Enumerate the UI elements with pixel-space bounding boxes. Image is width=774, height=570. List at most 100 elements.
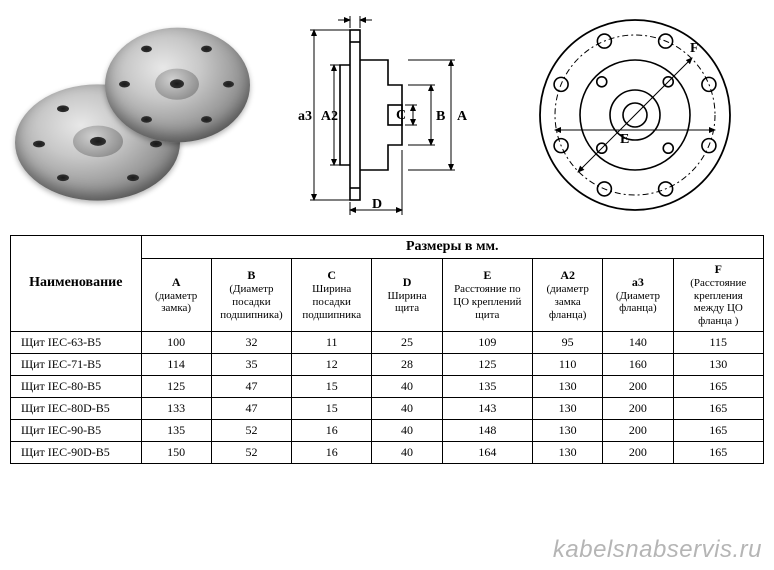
table-cell: 130 [533,397,603,419]
photo-bore [90,137,106,146]
table-cell: 16 [292,441,372,463]
table-cell: 200 [603,375,673,397]
table-cell: 165 [673,397,763,419]
photo-bolt-hole [150,141,162,148]
table-cell: 200 [603,419,673,441]
table-col-header: A(диаметр замка) [141,259,211,332]
dim-label-F: F [690,41,699,56]
table-cell: 165 [673,375,763,397]
table-cell: 25 [372,331,442,353]
table-cell-name: Щит IEC-80-B5 [11,375,142,397]
table-row: Щит IEC-63-B510032112510995140115 [11,331,764,353]
table-cell: 125 [442,353,532,375]
table-cell: 200 [603,397,673,419]
dim-label-D: D [372,197,382,212]
dim-label-A: A [457,109,468,124]
photo-bolt-hole [33,141,45,148]
table-col-subtitle: (Расстояние крепления между ЦО фланца ) [678,277,759,328]
diagram-front-view: E F [520,10,750,220]
table-col-title: a3 [632,275,644,289]
table-col-title: F [715,262,722,276]
dim-label-a3: a3 [298,109,312,124]
table-cell: 150 [141,441,211,463]
photo-bolt-hole [201,46,212,53]
table-col-title: E [483,268,491,282]
dimensions-table: Наименование Размеры в мм. A(диаметр зам… [10,235,764,464]
table-cell: 130 [533,419,603,441]
table-cell: 15 [292,397,372,419]
table-col-subtitle: (Диаметр фланца) [607,290,668,315]
table-cell: 160 [603,353,673,375]
table-cell: 40 [372,375,442,397]
table-cell: 130 [533,375,603,397]
table-col-header: A2(диаметр замка фланца) [533,259,603,332]
table-cell: 140 [603,331,673,353]
product-photo [10,10,250,210]
table-cell: 109 [442,331,532,353]
table-cell: 16 [292,419,372,441]
table-cell: 130 [673,353,763,375]
table-cell-name: Щит IEC-80D-B5 [11,397,142,419]
table-col-subtitle: (диаметр замка) [146,290,207,315]
photo-bolt-hole [57,105,69,112]
table-cell: 125 [141,375,211,397]
table-cell: 110 [533,353,603,375]
table-cell: 165 [673,441,763,463]
diagram-side-section: a3 A2 A B C D [270,10,500,220]
table-cell: 12 [292,353,372,375]
photo-bolt-hole [141,46,152,53]
table-col-title: A2 [560,268,575,282]
table-cell: 165 [673,419,763,441]
table-col-title: A [172,275,181,289]
photo-bolt-hole [57,174,69,181]
photo-bore [170,79,184,88]
table-row: Щит IEC-90D-B5150521640164130200165 [11,441,764,463]
table-cell: 40 [372,397,442,419]
dimensions-table-wrap: Наименование Размеры в мм. A(диаметр зам… [0,230,774,474]
table-row: Щит IEC-80D-B5133471540143130200165 [11,397,764,419]
table-col-header: CШирина посадки подшипника [292,259,372,332]
table-col-subtitle: (Диаметр посадки подшипника) [216,283,287,321]
table-cell: 40 [372,441,442,463]
table-row: Щит IEC-80-B5125471540135130200165 [11,375,764,397]
table-cell: 47 [211,375,291,397]
dim-label-C: C [396,108,406,123]
table-cell: 28 [372,353,442,375]
table-col-header: DШирина щита [372,259,442,332]
table-col-header: B(Диаметр посадки подшипника) [211,259,291,332]
table-cell: 11 [292,331,372,353]
table-col-subtitle: Ширина посадки подшипника [296,283,367,321]
table-cell: 40 [372,419,442,441]
table-cell: 135 [442,375,532,397]
dim-label-E: E [620,132,629,147]
dim-label-A2: A2 [321,109,338,124]
table-cell: 148 [442,419,532,441]
table-cell: 35 [211,353,291,375]
table-cell: 15 [292,375,372,397]
table-col-title: C [327,268,336,282]
table-cell: 47 [211,397,291,419]
table-row: Щит IEC-71-B5114351228125110160130 [11,353,764,375]
table-col-header: F(Расстояние крепления между ЦО фланца ) [673,259,763,332]
table-cell: 133 [141,397,211,419]
table-header-sizes: Размеры в мм. [141,236,763,259]
table-cell: 135 [141,419,211,441]
watermark: kabelsnabservis.ru [553,536,762,564]
table-col-subtitle: (диаметр замка фланца) [537,283,598,321]
table-col-header: EРасстояние по ЦО креплений щита [442,259,532,332]
table-col-title: D [403,275,412,289]
photo-bolt-hole [201,116,212,123]
table-cell: 115 [673,331,763,353]
table-cell: 130 [533,441,603,463]
table-cell-name: Щит IEC-71-B5 [11,353,142,375]
table-col-title: B [247,268,255,282]
table-cell: 95 [533,331,603,353]
table-row: Щит IEC-90-B5135521640148130200165 [11,419,764,441]
table-cell: 52 [211,441,291,463]
table-col-subtitle: Расстояние по ЦО креплений щита [447,283,528,321]
table-cell-name: Щит IEC-90D-B5 [11,441,142,463]
photo-bolt-hole [127,174,139,181]
table-cell-name: Щит IEC-63-B5 [11,331,142,353]
photo-bolt-hole [223,81,234,88]
table-header-name: Наименование [11,236,142,332]
